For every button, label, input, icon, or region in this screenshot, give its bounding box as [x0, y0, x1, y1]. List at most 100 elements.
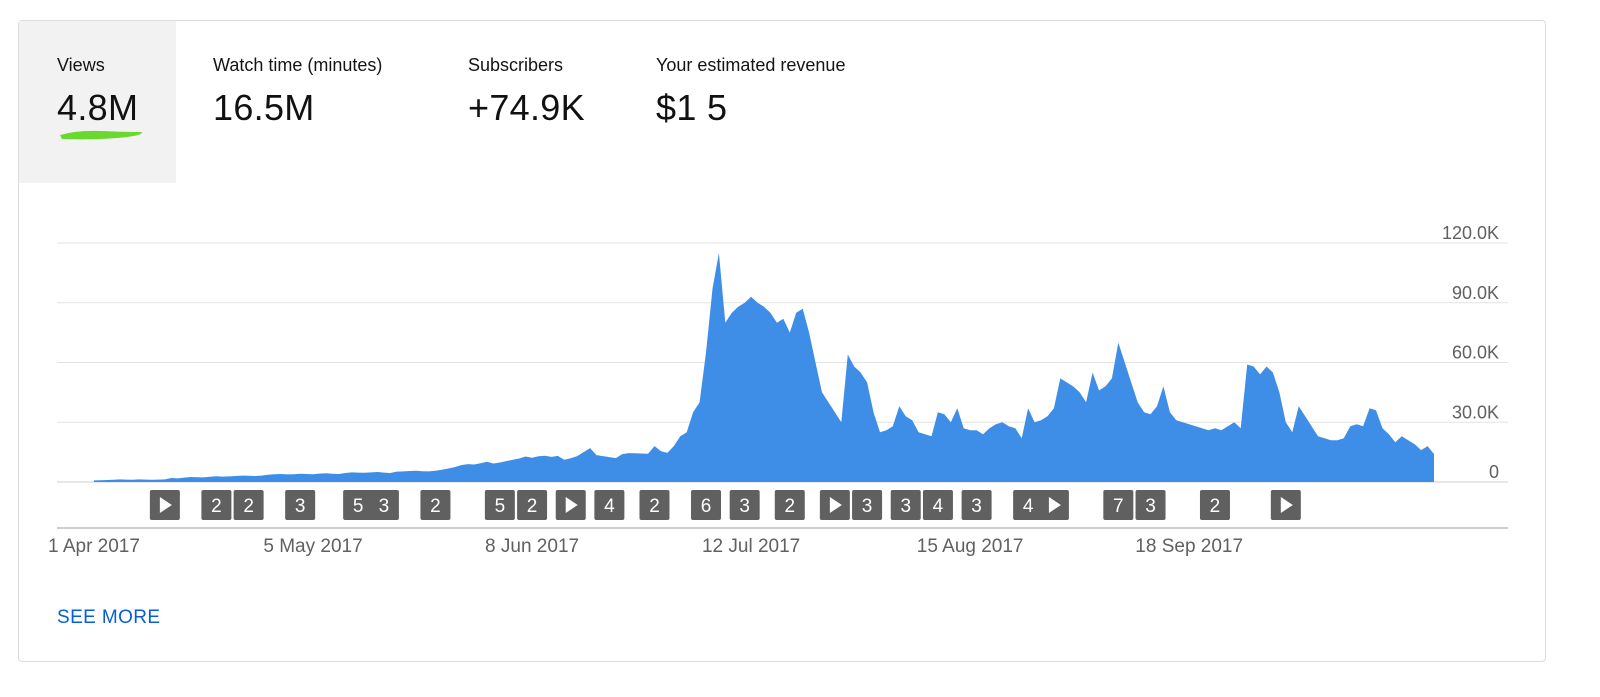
video-count-marker[interactable]: 7: [1103, 490, 1134, 520]
metric-subscribers-label: Subscribers: [468, 55, 564, 75]
marker-count-label: 3: [739, 496, 750, 517]
marker-box: [484, 490, 515, 520]
video-count-marker[interactable]: 3: [285, 490, 316, 520]
x-tick-label: 5 May 2017: [263, 536, 362, 557]
metric-revenue-label: Your estimated revenue: [656, 55, 846, 75]
marker-count-label: 4: [604, 496, 615, 517]
video-published-marker[interactable]: [819, 490, 850, 520]
marker-count-label: 5: [495, 496, 506, 517]
video-published-marker[interactable]: [1270, 490, 1301, 520]
marker-box: [729, 490, 760, 520]
marker-box: [420, 490, 451, 520]
metric-subscribers-value: +74.9K: [468, 87, 585, 128]
video-count-marker[interactable]: 5: [343, 490, 374, 520]
metric-watch-time-label: Watch time (minutes): [213, 55, 383, 75]
marker-box: [1013, 490, 1044, 520]
marker-count-label: 2: [430, 496, 441, 517]
video-count-marker[interactable]: 2: [517, 490, 548, 520]
marker-box: [201, 490, 232, 520]
marker-box: [368, 490, 399, 520]
x-tick-label: 18 Sep 2017: [1135, 536, 1243, 557]
marker-box: [233, 490, 264, 520]
marker-box: [691, 490, 722, 520]
metric-views-tab[interactable]: Views 4.8M: [19, 21, 176, 183]
x-tick-label: 12 Jul 2017: [702, 536, 800, 557]
video-count-marker[interactable]: 3: [852, 490, 883, 520]
video-count-marker[interactable]: 5: [484, 490, 515, 520]
video-count-marker[interactable]: 2: [201, 490, 232, 520]
marker-count-label: 2: [784, 496, 795, 517]
metric-revenue-value: $1 5: [656, 87, 728, 128]
marker-box: [594, 490, 625, 520]
analytics-card: Views 4.8M Watch time (minutes) 16.5M Su…: [18, 20, 1546, 662]
marker-count-label: 2: [649, 496, 660, 517]
marker-box: [922, 490, 953, 520]
marker-count-label: 5: [353, 496, 364, 517]
marker-box: [343, 490, 374, 520]
green-highlight-mark: [60, 130, 143, 140]
metric-watch-time-value: 16.5M: [213, 87, 315, 128]
marker-box: [285, 490, 316, 520]
views-series-area: [94, 253, 1434, 482]
x-tick-label: 8 Jun 2017: [485, 536, 579, 557]
video-count-marker[interactable]: 2: [1199, 490, 1230, 520]
y-tick-label: 30.0K: [1452, 402, 1499, 422]
metric-revenue-tab[interactable]: Your estimated revenue $1 5: [619, 21, 879, 183]
x-tick-label: 15 Aug 2017: [917, 536, 1024, 557]
y-tick-label: 0: [1489, 462, 1499, 482]
marker-box: [890, 490, 921, 520]
marker-count-label: 2: [527, 496, 538, 517]
video-published-marker[interactable]: [149, 490, 180, 520]
metric-watch-time-tab[interactable]: Watch time (minutes) 16.5M: [176, 21, 426, 183]
marker-box: [1135, 490, 1166, 520]
video-count-marker[interactable]: 2: [420, 490, 451, 520]
see-more-link[interactable]: SEE MORE: [57, 607, 161, 628]
metric-views-label: Views: [57, 55, 105, 75]
marker-count-label: 2: [1210, 496, 1221, 517]
play-icon: [565, 497, 578, 513]
metric-subscribers-tab[interactable]: Subscribers +74.9K: [431, 21, 616, 183]
marker-box: [639, 490, 670, 520]
video-count-marker[interactable]: 2: [639, 490, 670, 520]
marker-box: [852, 490, 883, 520]
video-count-marker[interactable]: 2: [233, 490, 264, 520]
marker-count-label: 2: [211, 496, 222, 517]
marker-count-label: 7: [1113, 496, 1124, 517]
y-tick-label: 90.0K: [1452, 283, 1499, 303]
video-count-marker[interactable]: 3: [961, 490, 992, 520]
video-count-marker[interactable]: 3: [890, 490, 921, 520]
x-tick-label: 1 Apr 2017: [48, 536, 140, 557]
play-icon: [1048, 497, 1061, 513]
video-count-marker[interactable]: 6: [691, 490, 722, 520]
y-tick-label: 120.0K: [1442, 223, 1499, 243]
video-count-marker[interactable]: 2: [774, 490, 805, 520]
video-published-marker[interactable]: [555, 490, 586, 520]
metric-views-value: 4.8M: [57, 87, 139, 128]
video-count-marker[interactable]: 4: [594, 490, 625, 520]
play-icon: [1280, 497, 1293, 513]
marker-count-label: 4: [933, 496, 944, 517]
video-count-marker[interactable]: 3: [1135, 490, 1166, 520]
marker-box: [517, 490, 548, 520]
marker-count-label: 3: [379, 496, 390, 517]
marker-count-label: 3: [295, 496, 306, 517]
marker-box: [1199, 490, 1230, 520]
marker-count-label: 3: [862, 496, 873, 517]
video-count-marker[interactable]: 4: [922, 490, 953, 520]
video-count-marker[interactable]: 3: [729, 490, 760, 520]
play-icon: [159, 497, 172, 513]
marker-count-label: 3: [1145, 496, 1156, 517]
video-published-marker[interactable]: [1038, 490, 1069, 520]
marker-count-label: 3: [900, 496, 911, 517]
marker-box: [774, 490, 805, 520]
video-count-marker[interactable]: 4: [1013, 490, 1044, 520]
marker-count-label: 6: [701, 496, 712, 517]
play-icon: [829, 497, 842, 513]
video-count-marker[interactable]: 3: [368, 490, 399, 520]
y-tick-label: 60.0K: [1452, 343, 1499, 363]
marker-count-label: 2: [243, 496, 254, 517]
marker-count-label: 3: [971, 496, 982, 517]
marker-box: [961, 490, 992, 520]
marker-box: [1103, 490, 1134, 520]
